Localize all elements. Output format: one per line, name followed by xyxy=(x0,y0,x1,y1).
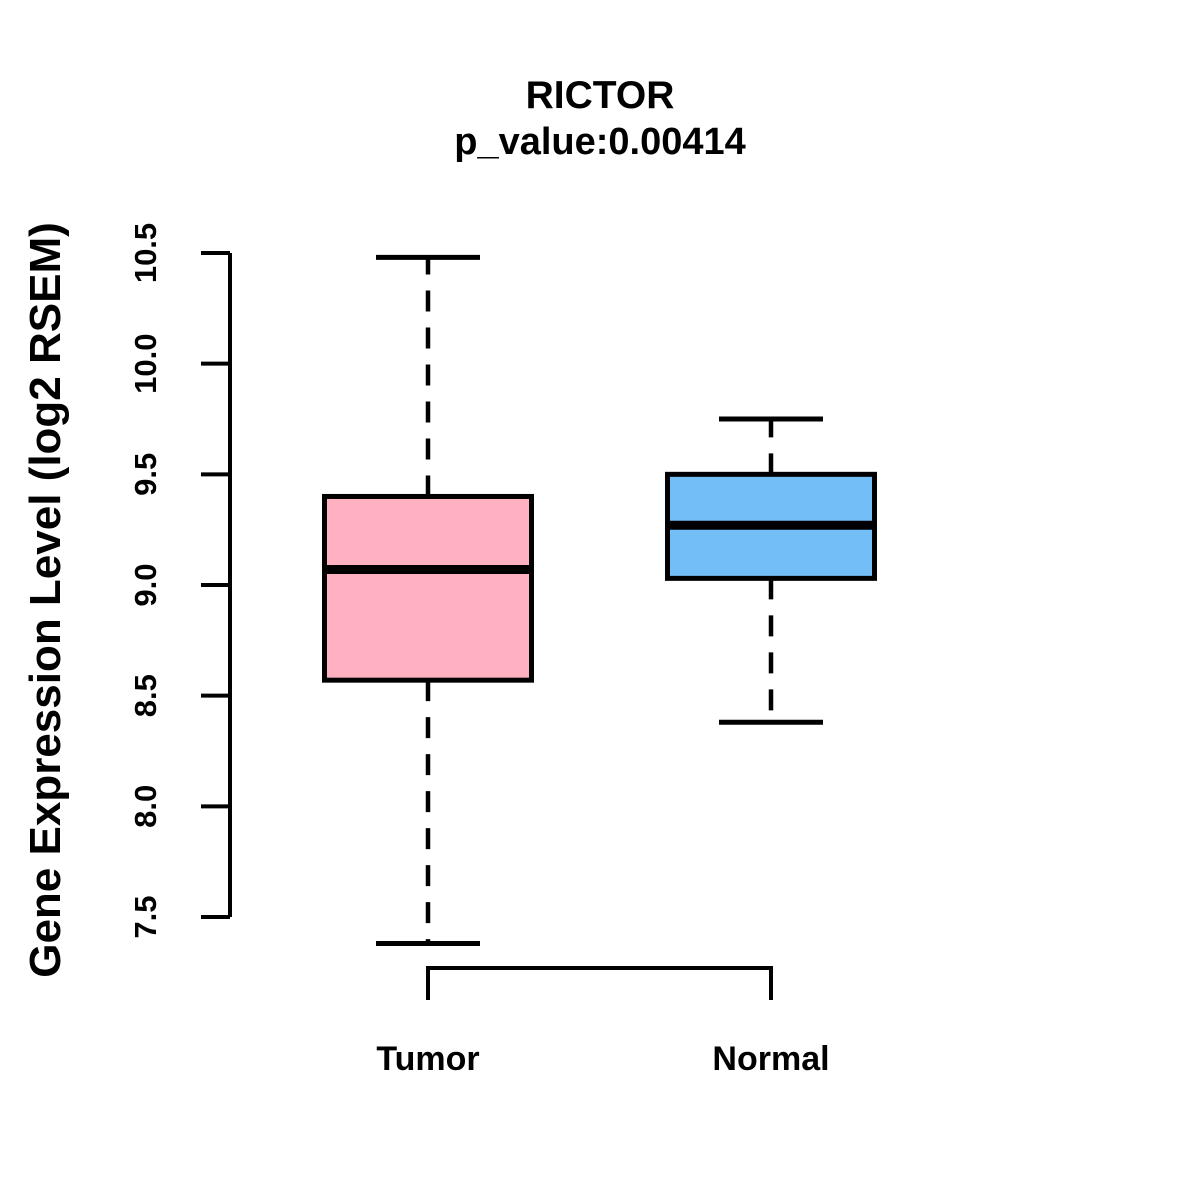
y-axis-tick-label: 9.5 xyxy=(128,453,163,496)
y-axis-tick-label: 8.0 xyxy=(128,785,163,828)
tumor-boxplot: Tumor xyxy=(322,254,534,1078)
y-axis-tick-label: 10.5 xyxy=(128,223,163,283)
category-label: Normal xyxy=(712,1040,829,1078)
y-axis-tick-label: 8.5 xyxy=(128,674,163,717)
y-axis-tick-label: 9.0 xyxy=(128,563,163,606)
y-axis-tick-label: 10.0 xyxy=(128,333,163,393)
category-label: Tumor xyxy=(376,1040,479,1078)
chart-title: RICTOR xyxy=(525,74,675,117)
chart-subtitle: p_value:0.00414 xyxy=(454,121,746,163)
x-axis-bracket xyxy=(426,966,773,1000)
iqr-box xyxy=(322,493,534,683)
y-axis-label: Gene Expression Level (log2 RSEM) xyxy=(21,222,70,978)
y-axis-tick-label: 7.5 xyxy=(128,895,163,938)
normal-boxplot: Normal xyxy=(665,416,877,1078)
